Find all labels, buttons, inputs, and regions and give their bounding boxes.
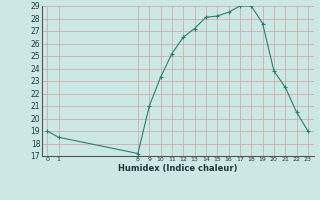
X-axis label: Humidex (Indice chaleur): Humidex (Indice chaleur) [118,164,237,173]
